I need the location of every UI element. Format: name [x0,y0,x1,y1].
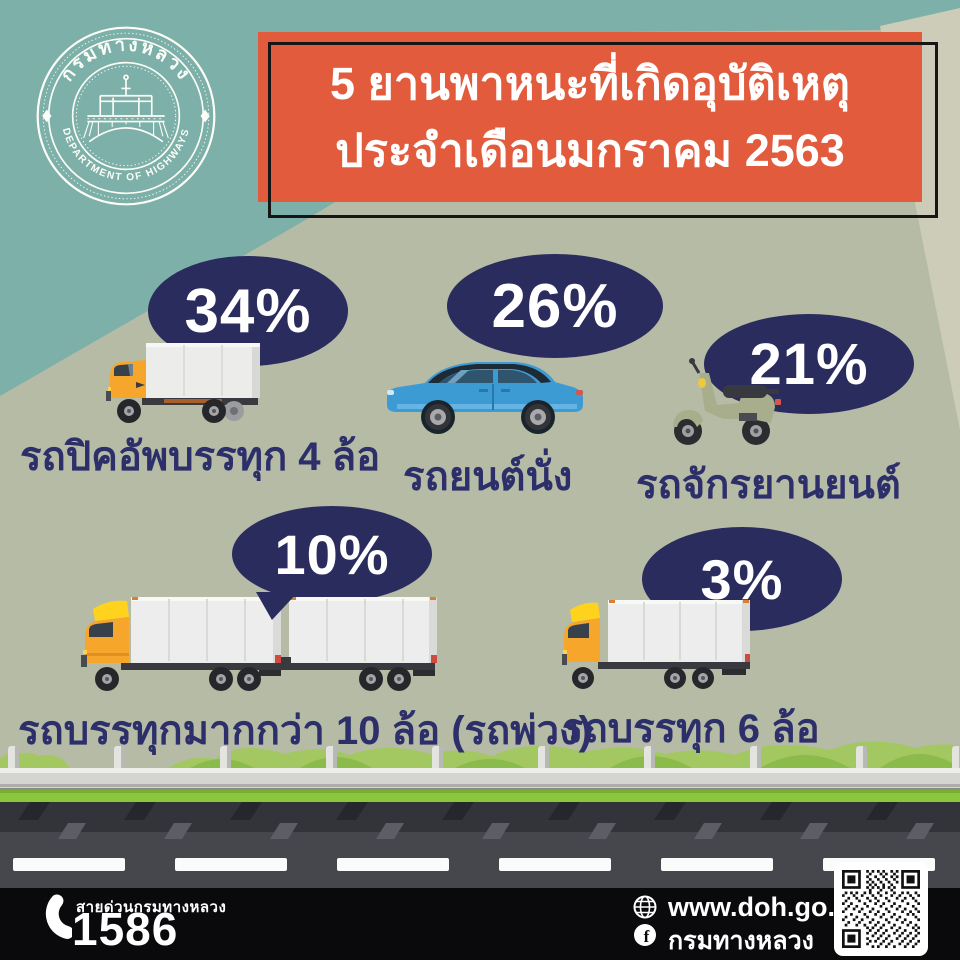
percentage-value: 21% [749,331,869,397]
seal-english-text: DEPARTMENT OF HIGHWAYS [60,127,191,184]
svg-text:DEPARTMENT OF HIGHWAYS: DEPARTMENT OF HIGHWAYS [60,127,192,184]
vehicle-label-six-wheel-truck: รถบรรทุก 6 ล้อ [562,707,820,751]
lane-markings [13,858,935,871]
facebook-icon: f [634,924,656,946]
title-line-2: ประจำเดือนมกราคม 2563 [335,125,845,176]
title-line-1: 5 ยานพาหนะที่เกิดอุบัติเหตุ [329,57,851,109]
hotline-label: สายด่วนกรมทางหลวง [76,899,227,916]
six-wheel-truck-illustration [562,600,750,689]
vehicle-label-car: รถยนต์นั่ง [403,455,573,499]
svg-text:กรมทางหลวง: กรมทางหลวง [56,33,196,84]
footer-bar: สายด่วนกรมทางหลวง 1586 www.doh.go.th f ก… [0,888,960,960]
vehicle-label-pickup: รถปิคอัพบรรทุก 4 ล้อ [20,435,381,479]
qr-code [834,862,928,956]
phone-receiver-icon [45,894,72,939]
seal-thai-text: กรมทางหลวง [56,33,193,84]
title-banner: 5 ยานพาหนะที่เกิดอุบัติเหตุ ประจำเดือนมก… [258,32,922,202]
percentage-value: 10% [274,522,390,586]
road-scene [0,741,960,888]
passenger-car-illustration [387,362,583,434]
seal-right-diamond [200,109,210,123]
trailer-truck-illustration [81,597,437,691]
motorcycle-illustration [673,358,781,445]
percentage-bubble-motorcycle: 21% [704,314,914,414]
department-of-highways-seal: กรมทางหลวง DEPARTMENT OF HIGHWAYS [36,26,216,206]
svg-text:f: f [644,927,650,946]
percentage-value: 26% [491,271,619,341]
vehicle-label-motorcycle: รถจักรยานยนต์ [636,463,901,507]
vehicle-label-trailer-truck: รถบรรทุกมากกว่า 10 ล้อ (รถพ่วง) [18,709,592,753]
percentage-bubble-trailer-truck: 10% [232,506,432,602]
seal-bridge-emblem [83,74,169,143]
facebook-page-name: กรมทางหลวง [668,927,814,955]
seal-left-diamond [42,109,52,123]
globe-icon [633,895,657,919]
qr-code-pattern [842,870,920,948]
percentage-bubble-car: 26% [447,254,663,358]
percentage-value: 34% [184,276,312,346]
hotline-number: 1586 [72,903,179,955]
box-truck-illustration [106,343,260,423]
website-url: www.doh.go.th [668,892,861,922]
